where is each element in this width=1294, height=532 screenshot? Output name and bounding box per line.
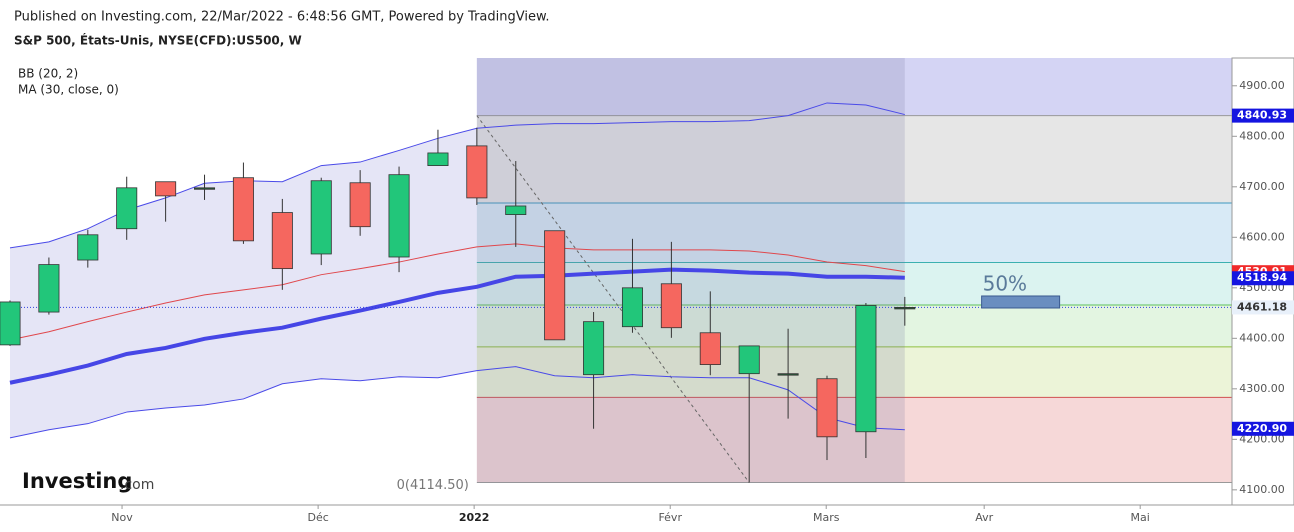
fib-zone	[476, 262, 1232, 305]
indicator-line	[9, 102, 905, 249]
candle-body	[505, 205, 527, 215]
x-tick-label: Mars	[813, 511, 840, 524]
candle-body	[699, 332, 721, 365]
candle-body	[583, 321, 605, 376]
symbol-title: S&P 500, États-Unis, NYSE(CFD):US500, W	[14, 33, 302, 48]
price-tag	[1232, 108, 1294, 123]
y-tick-label: 4900.00	[1239, 79, 1285, 92]
x-tick-label: Mai	[1131, 511, 1150, 524]
candle-body	[77, 234, 99, 261]
y-tick-label: 4400.00	[1239, 331, 1285, 344]
indicator-line	[9, 243, 905, 341]
y-tick-label: 4800.00	[1239, 129, 1285, 142]
x-tick-label: Déc	[307, 511, 328, 524]
candle-body	[466, 145, 488, 199]
candle-body	[816, 378, 838, 438]
candle-body	[660, 283, 682, 329]
brand-name: Investing	[22, 469, 132, 493]
text-box	[981, 295, 1061, 309]
candle-body	[194, 187, 216, 190]
price-tag-label: 4840.93	[1237, 109, 1287, 122]
fib-zone	[476, 115, 1232, 203]
price-tag-label: 4461.18	[1237, 300, 1287, 313]
fib-zone	[476, 202, 1232, 263]
candle-body	[621, 287, 643, 328]
candle-body	[544, 230, 566, 341]
price-tag-label: 4518.94	[1237, 271, 1287, 284]
candle-body	[855, 305, 877, 433]
indicator-line	[9, 267, 905, 385]
candle-body	[349, 182, 371, 228]
candle-body	[310, 180, 332, 255]
candle-body	[738, 345, 760, 375]
price-tag	[1232, 421, 1294, 436]
price-tag	[1232, 271, 1294, 286]
candle-body	[894, 307, 916, 310]
x-tick-label: 2022	[459, 511, 490, 524]
fib-zone	[476, 397, 1232, 483]
fib-top-zone	[476, 58, 1232, 116]
indicator-legend: MA (30, close, 0)	[18, 83, 119, 97]
candle-body	[38, 264, 60, 313]
price-tag	[1232, 300, 1294, 315]
published-note: Published on Investing.com, 22/Mar/2022 …	[14, 10, 550, 25]
y-tick-label: 4300.00	[1239, 382, 1285, 395]
candle-body	[388, 174, 410, 258]
candle-body	[427, 152, 449, 166]
candle-body	[0, 301, 21, 346]
x-tick-label: Avr	[975, 511, 993, 524]
trend-line	[476, 115, 750, 483]
candle-body	[232, 177, 254, 242]
x-tick-label: Févr	[658, 511, 682, 524]
candle-body	[271, 212, 293, 270]
fib-label: 0(4114.50)	[397, 478, 469, 493]
fib-mid-label: 50%	[983, 271, 1027, 295]
candle-body	[116, 187, 138, 230]
indicator-legend: BB (20, 2)	[18, 67, 78, 81]
price-tag-label: 4220.90	[1237, 422, 1287, 435]
indicator-line	[9, 366, 905, 439]
y-tick-label: 4100.00	[1239, 483, 1285, 496]
brand-suffix: .com	[120, 477, 154, 493]
x-tick-label: Nov	[111, 511, 133, 524]
candle-body	[777, 373, 799, 376]
y-tick-label: 4700.00	[1239, 180, 1285, 193]
y-tick-label: 4600.00	[1239, 230, 1285, 243]
candle-body	[155, 181, 177, 197]
